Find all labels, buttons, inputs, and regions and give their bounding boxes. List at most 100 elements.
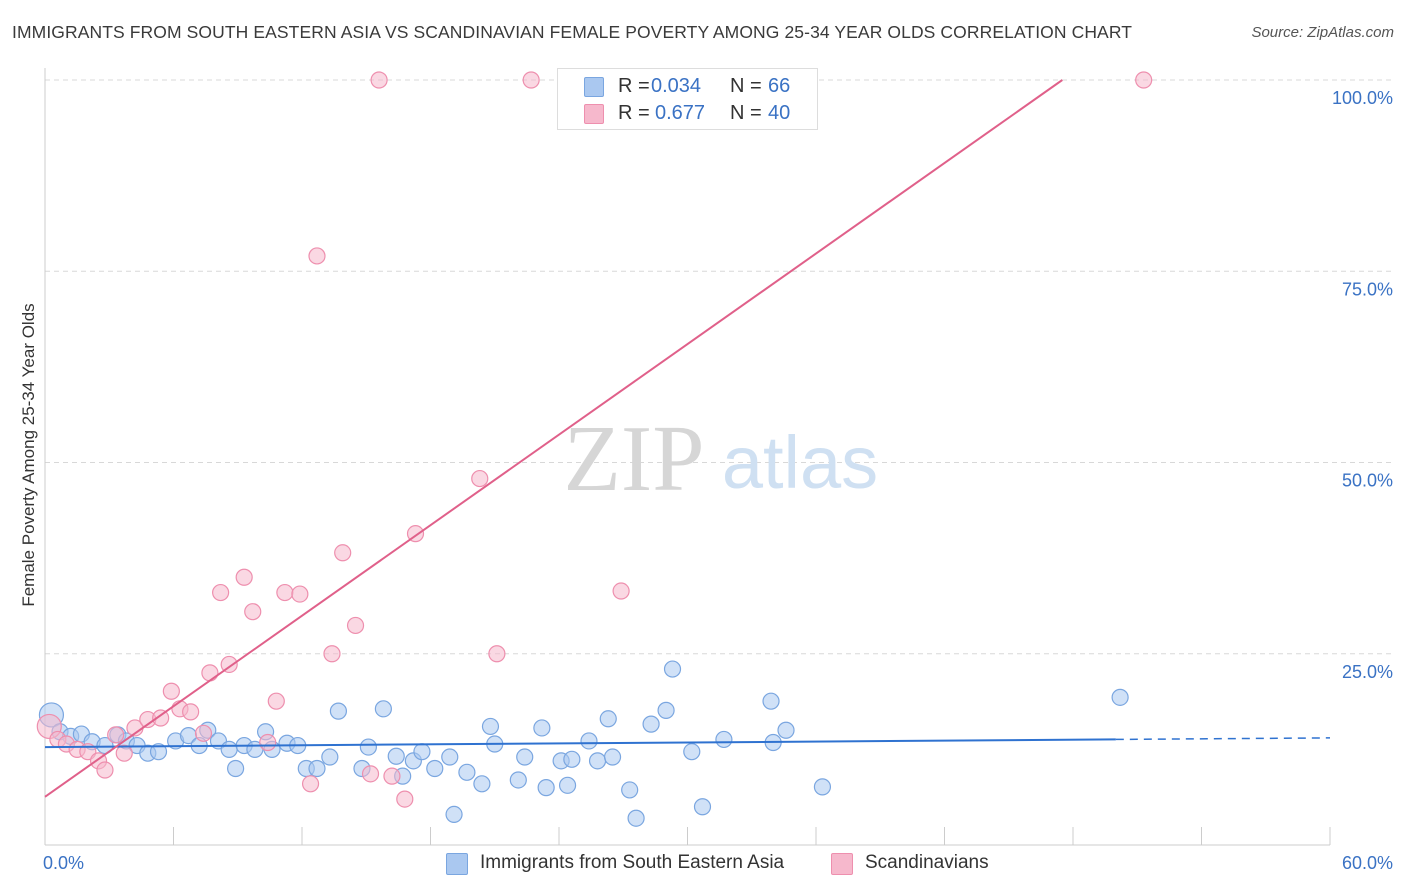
- y-axis-label: Female Poverty Among 25-34 Year Olds: [19, 303, 38, 606]
- data-point-immigrants: [533, 719, 551, 737]
- data-point-immigrants: [426, 759, 444, 778]
- legend-swatch-pink: [584, 104, 604, 124]
- data-point-immigrants: [308, 759, 326, 778]
- legend-r-label: R =: [618, 102, 650, 124]
- data-point-immigrants: [580, 732, 598, 750]
- data-point-scandinavians: [235, 568, 253, 586]
- legend-label-scandinavians: Scandinavians: [865, 852, 989, 873]
- data-point-immigrants: [599, 710, 617, 728]
- data-point-immigrants: [621, 781, 639, 799]
- y-tick-label: 25.0%: [1342, 662, 1393, 682]
- data-point-immigrants: [509, 771, 527, 789]
- data-point-scandinavians: [291, 585, 309, 603]
- source-label: Source: ZipAtlas.com: [1251, 24, 1394, 41]
- legend-n-value: 40: [768, 102, 791, 124]
- data-point-scandinavians: [276, 583, 294, 602]
- gridlines: [45, 79, 1392, 655]
- data-point-scandinavians: [370, 71, 388, 89]
- data-point-immigrants: [227, 759, 245, 778]
- data-point-scandinavians: [488, 645, 506, 663]
- data-point-immigrants: [329, 702, 348, 720]
- watermark-zip: ZIP: [564, 407, 705, 511]
- data-point-immigrants: [693, 798, 712, 816]
- data-point-immigrants: [588, 752, 607, 770]
- data-point-scandinavians: [182, 703, 200, 721]
- legend-label-immigrants: Immigrants from South Eastern Asia: [480, 852, 785, 873]
- data-point-scandinavians: [383, 767, 401, 785]
- trend-line-immigrants: [44, 738, 1116, 749]
- watermark: ZIP atlas: [564, 407, 879, 511]
- x-tick-label: 0.0%: [43, 853, 84, 873]
- data-point-scandinavians: [212, 583, 230, 602]
- legend-n-label: N =: [730, 102, 762, 124]
- data-point-immigrants: [563, 750, 581, 768]
- data-point-scandinavians: [96, 761, 114, 779]
- data-point-immigrants: [516, 748, 534, 766]
- data-point-immigrants: [321, 748, 339, 766]
- tick-labels: 25.0% 50.0% 75.0% 100.0% 0.0% 60.0%: [43, 88, 1393, 873]
- chart-title: IMMIGRANTS FROM SOUTH EASTERN ASIA VS SC…: [12, 22, 1133, 42]
- data-point-scandinavians: [244, 603, 262, 621]
- data-point-immigrants: [657, 701, 675, 719]
- data-point-immigrants: [537, 779, 555, 797]
- trend-lines: [44, 79, 1331, 798]
- data-point-immigrants: [663, 660, 682, 678]
- data-point-immigrants: [627, 809, 645, 827]
- data-point-scandinavians: [152, 709, 170, 727]
- legend-r-value: 0.677: [655, 102, 706, 124]
- legend-r-value: 0.034: [651, 75, 702, 97]
- data-point-scandinavians: [220, 655, 238, 674]
- data-point-scandinavians: [194, 724, 213, 742]
- data-point-scandinavians: [396, 790, 414, 808]
- data-point-immigrants: [683, 743, 701, 761]
- data-point-immigrants: [220, 740, 238, 758]
- trend-line-immigrants-extension: [1115, 737, 1331, 741]
- data-point-immigrants: [473, 775, 491, 793]
- data-point-immigrants: [413, 743, 431, 761]
- data-point-scandinavians: [361, 765, 380, 783]
- data-point-scandinavians: [259, 733, 277, 752]
- series-scandinavians-points: [36, 71, 1153, 808]
- data-point-scandinavians: [201, 664, 219, 682]
- data-point-immigrants: [813, 778, 832, 796]
- data-point-immigrants: [777, 721, 795, 739]
- data-point-scandinavians: [334, 544, 352, 562]
- data-point-scandinavians: [267, 692, 285, 710]
- data-point-scandinavians: [471, 469, 489, 488]
- legend-n-label: N =: [730, 75, 762, 97]
- data-point-scandinavians: [162, 682, 180, 700]
- legend-r-label: R =: [618, 75, 650, 97]
- data-point-immigrants: [445, 805, 463, 824]
- legend-swatch-blue: [584, 77, 604, 97]
- series-immigrants-points: [38, 660, 1129, 827]
- data-point-scandinavians: [522, 71, 540, 89]
- data-point-scandinavians: [107, 726, 125, 744]
- data-point-immigrants: [387, 747, 405, 765]
- x-tick-label: 60.0%: [1342, 853, 1393, 873]
- y-tick-label: 75.0%: [1342, 279, 1393, 299]
- legend-swatch-blue: [446, 853, 468, 875]
- data-point-immigrants: [374, 700, 392, 718]
- data-point-immigrants: [762, 692, 780, 710]
- data-point-scandinavians: [115, 744, 133, 762]
- data-point-immigrants: [558, 776, 577, 794]
- legend-n-value: 66: [768, 75, 791, 97]
- data-point-scandinavians: [301, 775, 320, 793]
- data-point-immigrants: [441, 748, 459, 766]
- data-point-scandinavians: [308, 247, 326, 265]
- legend-swatch-pink: [831, 853, 853, 875]
- series-legend: Immigrants from South Eastern Asia Scand…: [0, 850, 1406, 880]
- data-point-immigrants: [458, 763, 476, 781]
- y-tick-label: 50.0%: [1342, 471, 1393, 491]
- data-point-scandinavians: [323, 645, 341, 663]
- data-point-immigrants: [1111, 688, 1129, 706]
- trend-line-scandinavians: [44, 79, 1063, 798]
- data-point-scandinavians: [612, 582, 630, 600]
- data-point-immigrants: [481, 717, 500, 736]
- data-point-immigrants: [715, 730, 733, 749]
- watermark-atlas: atlas: [722, 421, 878, 504]
- data-point-immigrants: [359, 738, 377, 756]
- data-point-immigrants: [149, 743, 168, 761]
- y-tick-label: 100.0%: [1332, 88, 1393, 108]
